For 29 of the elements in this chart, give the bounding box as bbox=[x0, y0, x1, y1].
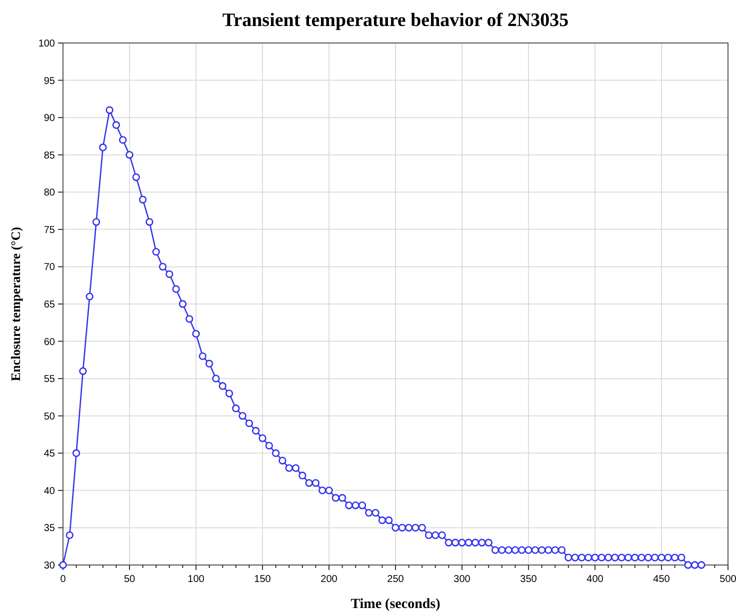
x-tick-label: 250 bbox=[387, 574, 404, 585]
x-tick-label: 50 bbox=[124, 574, 136, 585]
y-tick-label: 70 bbox=[44, 262, 56, 274]
y-tick-label: 80 bbox=[44, 188, 56, 199]
y-tick-label: 85 bbox=[44, 150, 56, 162]
x-tick-label: 200 bbox=[320, 574, 338, 585]
y-tick-label: 50 bbox=[44, 411, 56, 422]
y-tick-label: 30 bbox=[44, 560, 56, 572]
y-tick-label: 100 bbox=[38, 38, 56, 50]
y-tick-label: 60 bbox=[44, 336, 56, 348]
y-tick-label: 35 bbox=[44, 523, 56, 534]
x-tick-label: 300 bbox=[454, 574, 471, 585]
chart-title: Transient temperature behavior of 2N3035 bbox=[222, 10, 569, 31]
y-tick-label: 90 bbox=[44, 113, 56, 124]
x-tick-label: 150 bbox=[254, 574, 272, 585]
y-tick-label: 75 bbox=[44, 224, 56, 236]
y-tick-label: 40 bbox=[44, 486, 56, 497]
x-tick-label: 0 bbox=[60, 574, 66, 585]
x-tick-label: 450 bbox=[653, 574, 670, 585]
y-tick-label: 95 bbox=[44, 76, 56, 87]
y-tick-label: 65 bbox=[44, 300, 56, 310]
x-tick-label: 400 bbox=[586, 574, 604, 585]
y-tick-label: 55 bbox=[44, 374, 56, 386]
x-axis-title: Time (seconds) bbox=[350, 597, 441, 612]
x-tick-label: 350 bbox=[520, 574, 538, 585]
y-axis-title: Enclosure temperature (°C) bbox=[8, 226, 23, 382]
x-tick-label: 500 bbox=[720, 574, 736, 585]
x-tick-label: 100 bbox=[188, 574, 205, 585]
y-tick-label: 45 bbox=[44, 448, 56, 460]
